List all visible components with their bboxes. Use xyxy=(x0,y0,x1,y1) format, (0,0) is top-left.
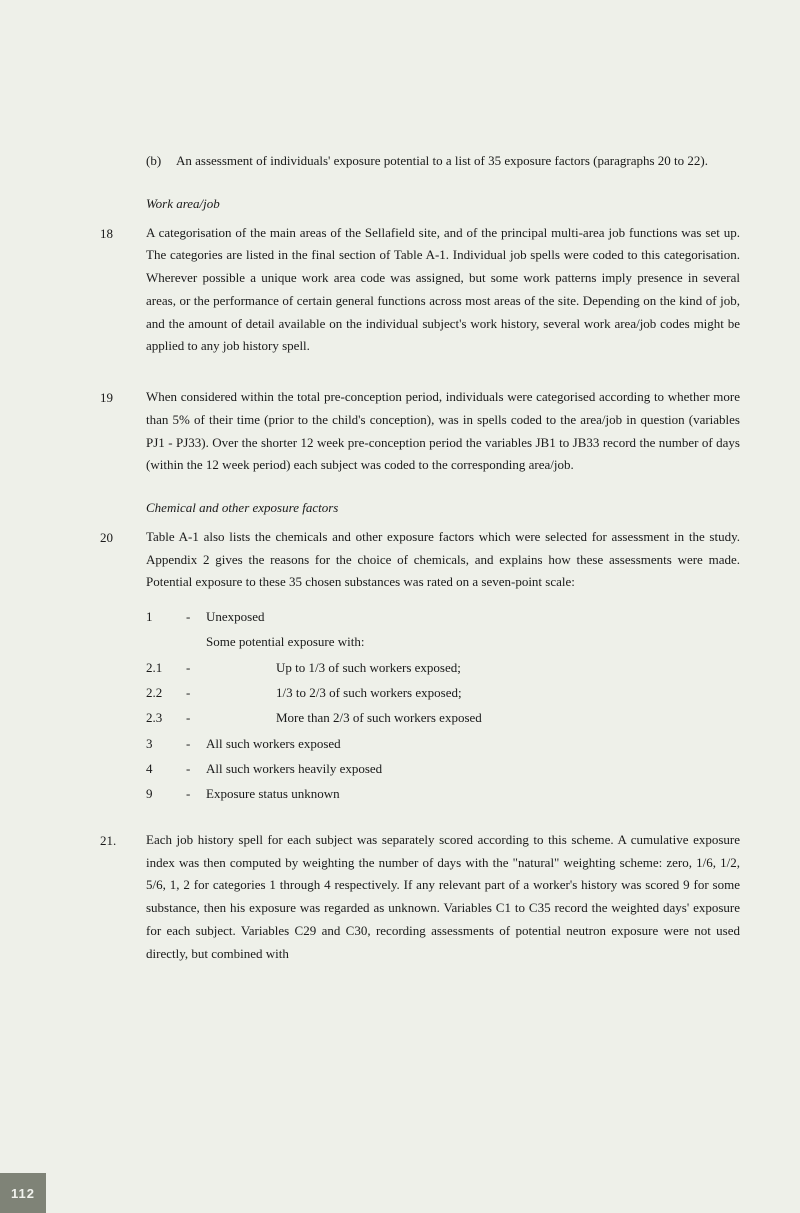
paragraph-20: 20 Table A-1 also lists the chemicals an… xyxy=(100,526,740,594)
heading-chemical-factors: Chemical and other exposure factors xyxy=(146,497,740,520)
scale-text: Some potential exposure with: xyxy=(206,629,740,654)
scale-dash: - xyxy=(186,604,206,629)
page-number-tab: 112 xyxy=(0,1173,46,1213)
scale-row: 9 - Exposure status unknown xyxy=(146,781,740,806)
scale-text: All such workers heavily exposed xyxy=(206,756,740,781)
scale-row: 1 - Unexposed xyxy=(146,604,740,629)
scale-row-subhead: Some potential exposure with: xyxy=(146,629,740,654)
scale-row: 3 - All such workers exposed xyxy=(146,731,740,756)
scale-num: 2.3 xyxy=(146,705,186,730)
heading-work-area-job: Work area/job xyxy=(146,193,740,216)
scale-text: More than 2/3 of such workers exposed xyxy=(206,705,740,730)
scale-dash: - xyxy=(186,680,206,705)
empty-margin xyxy=(100,150,146,151)
paragraph-18: 18 A categorisation of the main areas of… xyxy=(100,222,740,359)
para-text: Each job history spell for each subject … xyxy=(146,829,740,966)
para-number: 21. xyxy=(100,829,146,853)
scale-num: 2.2 xyxy=(146,680,186,705)
scale-row: 2.1 - Up to 1/3 of such workers exposed; xyxy=(146,655,740,680)
para-number: 20 xyxy=(100,526,146,550)
scale-text: All such workers exposed xyxy=(206,731,740,756)
paragraph-19: 19 When considered within the total pre-… xyxy=(100,386,740,477)
para-text: When considered within the total pre-con… xyxy=(146,386,740,477)
scale-text: Exposure status unknown xyxy=(206,781,740,806)
para-text: A categorisation of the main areas of th… xyxy=(146,222,740,359)
para-number: 18 xyxy=(100,222,146,246)
sub-item-text: An assessment of individuals' exposure p… xyxy=(176,150,740,173)
scale-dash: - xyxy=(186,655,206,680)
scale-row: 2.3 - More than 2/3 of such workers expo… xyxy=(146,705,740,730)
scale-dash xyxy=(186,629,206,654)
scale-text: Up to 1/3 of such workers exposed; xyxy=(206,655,740,680)
paragraph-21: 21. Each job history spell for each subj… xyxy=(100,829,740,966)
scale-num: 1 xyxy=(146,604,186,629)
scale-num: 4 xyxy=(146,756,186,781)
scale-text: 1/3 to 2/3 of such workers exposed; xyxy=(206,680,740,705)
scale-dash: - xyxy=(186,731,206,756)
sub-item-b: (b) An assessment of individuals' exposu… xyxy=(100,150,740,173)
scale-num: 3 xyxy=(146,731,186,756)
sub-item-letter: (b) xyxy=(146,150,176,173)
scale-text: Unexposed xyxy=(206,604,740,629)
scale-row: 2.2 - 1/3 to 2/3 of such workers exposed… xyxy=(146,680,740,705)
scale-num: 2.1 xyxy=(146,655,186,680)
sub-item-body: (b) An assessment of individuals' exposu… xyxy=(146,150,740,173)
scale-num: 9 xyxy=(146,781,186,806)
scale-num xyxy=(146,629,186,654)
para-number: 19 xyxy=(100,386,146,410)
document-page: (b) An assessment of individuals' exposu… xyxy=(0,0,800,1213)
para-text: Table A-1 also lists the chemicals and o… xyxy=(146,526,740,594)
scale-dash: - xyxy=(186,756,206,781)
seven-point-scale: 1 - Unexposed Some potential exposure wi… xyxy=(146,604,740,807)
scale-dash: - xyxy=(186,705,206,730)
scale-dash: - xyxy=(186,781,206,806)
scale-row: 4 - All such workers heavily exposed xyxy=(146,756,740,781)
